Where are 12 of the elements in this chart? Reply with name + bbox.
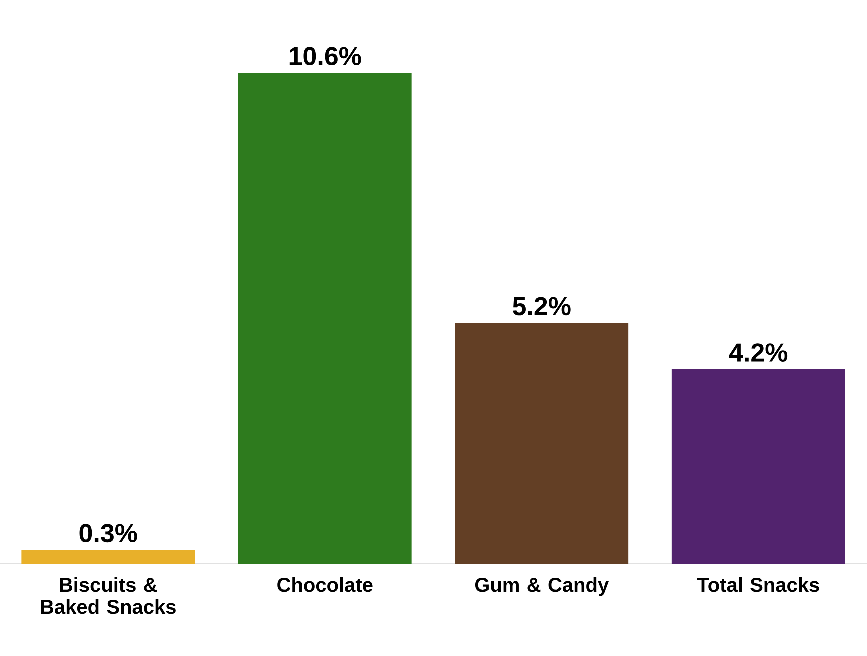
bar xyxy=(238,73,412,564)
data-label: 0.3% xyxy=(80,524,138,543)
x-tick-label: Total Snacks xyxy=(697,578,820,592)
bar xyxy=(22,550,196,564)
data-label: 4.2% xyxy=(729,344,788,362)
bar xyxy=(455,323,629,564)
bar xyxy=(672,369,846,564)
x-tick-label: Biscuits & Baked Snacks xyxy=(41,578,176,614)
data-label: 5.2% xyxy=(513,297,571,316)
x-tick-label: Chocolate xyxy=(278,578,373,592)
x-tick-label: Gum & Candy xyxy=(475,578,609,596)
data-label: 10.6% xyxy=(290,47,362,66)
